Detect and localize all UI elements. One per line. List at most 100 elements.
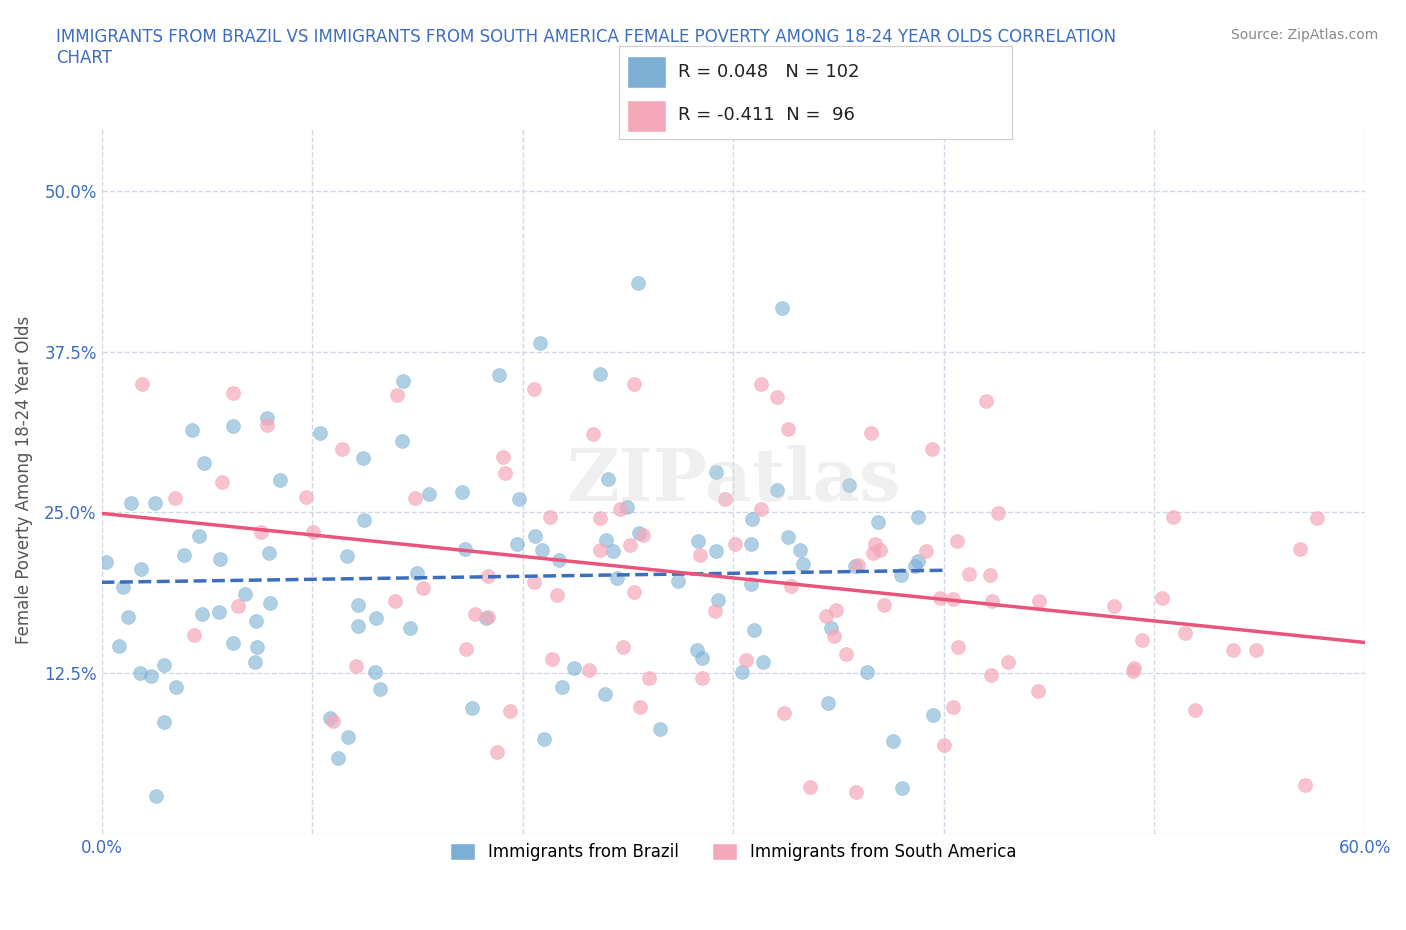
Point — [686, 643, 709, 658]
Point — [915, 544, 938, 559]
Point — [707, 592, 730, 607]
Point — [929, 591, 952, 605]
Point — [128, 666, 150, 681]
Point — [1130, 633, 1153, 648]
Point — [666, 574, 689, 589]
Point — [193, 456, 215, 471]
Point — [250, 525, 273, 539]
Point — [704, 464, 727, 479]
Point — [740, 577, 762, 591]
Point — [319, 711, 342, 725]
Point — [222, 418, 245, 433]
Point — [838, 477, 860, 492]
Point — [845, 785, 868, 800]
Point — [243, 655, 266, 670]
Point — [1184, 702, 1206, 717]
Point — [461, 700, 484, 715]
Point — [942, 700, 965, 715]
Point — [450, 485, 472, 499]
Point — [714, 492, 737, 507]
Point — [789, 542, 811, 557]
Point — [689, 547, 711, 562]
Point — [606, 570, 628, 585]
Point — [143, 496, 166, 511]
Point — [211, 475, 233, 490]
Point — [1152, 591, 1174, 605]
Point — [593, 686, 616, 701]
Point — [1244, 642, 1267, 657]
Point — [589, 542, 612, 557]
Point — [934, 737, 956, 752]
Point — [506, 536, 529, 551]
Point — [1028, 593, 1050, 608]
Point — [825, 603, 848, 618]
Point — [368, 682, 391, 697]
Point — [529, 335, 551, 350]
Point — [222, 635, 245, 650]
Point — [492, 450, 515, 465]
Point — [523, 575, 546, 590]
Point — [259, 596, 281, 611]
Point — [846, 558, 869, 573]
Point — [302, 525, 325, 539]
Point — [957, 566, 980, 581]
Point — [589, 511, 612, 525]
Point — [740, 537, 762, 551]
Point — [942, 591, 965, 606]
Point — [596, 472, 619, 486]
Text: IMMIGRANTS FROM BRAZIL VS IMMIGRANTS FROM SOUTH AMERICA FEMALE POVERTY AMONG 18-: IMMIGRANTS FROM BRAZIL VS IMMIGRANTS FRO… — [56, 28, 1116, 67]
Point — [233, 587, 256, 602]
Point — [589, 367, 612, 382]
Point — [551, 680, 574, 695]
Point — [904, 558, 927, 573]
Point — [488, 368, 510, 383]
Point — [741, 512, 763, 526]
Point — [744, 623, 766, 638]
Point — [111, 580, 134, 595]
Point — [181, 422, 204, 437]
Point — [626, 276, 648, 291]
Point — [295, 489, 318, 504]
Point — [120, 496, 142, 511]
Point — [776, 421, 799, 436]
Point — [980, 668, 1002, 683]
Point — [246, 640, 269, 655]
Point — [752, 655, 775, 670]
Point — [208, 604, 231, 619]
Point — [364, 611, 387, 626]
Point — [1122, 664, 1144, 679]
Point — [638, 671, 661, 685]
Point — [486, 745, 509, 760]
Point — [623, 377, 645, 392]
Point — [921, 708, 943, 723]
Point — [131, 377, 153, 392]
Point — [547, 552, 569, 567]
Point — [508, 492, 530, 507]
Point — [562, 660, 585, 675]
Point — [1104, 598, 1126, 613]
Point — [948, 640, 970, 655]
Point — [731, 665, 754, 680]
Point — [974, 394, 997, 409]
Point — [222, 386, 245, 401]
Point — [183, 628, 205, 643]
Point — [770, 300, 793, 315]
Point — [454, 642, 477, 657]
Point — [778, 530, 800, 545]
Point — [494, 466, 516, 481]
Point — [145, 789, 167, 804]
Point — [882, 733, 904, 748]
Point — [165, 680, 187, 695]
Point — [364, 665, 387, 680]
Point — [724, 537, 747, 551]
Point — [1294, 777, 1316, 792]
Point — [129, 562, 152, 577]
Point — [860, 426, 883, 441]
Text: R = -0.411  N =  96: R = -0.411 N = 96 — [678, 106, 855, 125]
Point — [245, 614, 267, 629]
Point — [779, 578, 801, 593]
Point — [353, 451, 375, 466]
Point — [384, 593, 406, 608]
Point — [866, 514, 889, 529]
Legend: Immigrants from Brazil, Immigrants from South America: Immigrants from Brazil, Immigrants from … — [443, 836, 1024, 868]
